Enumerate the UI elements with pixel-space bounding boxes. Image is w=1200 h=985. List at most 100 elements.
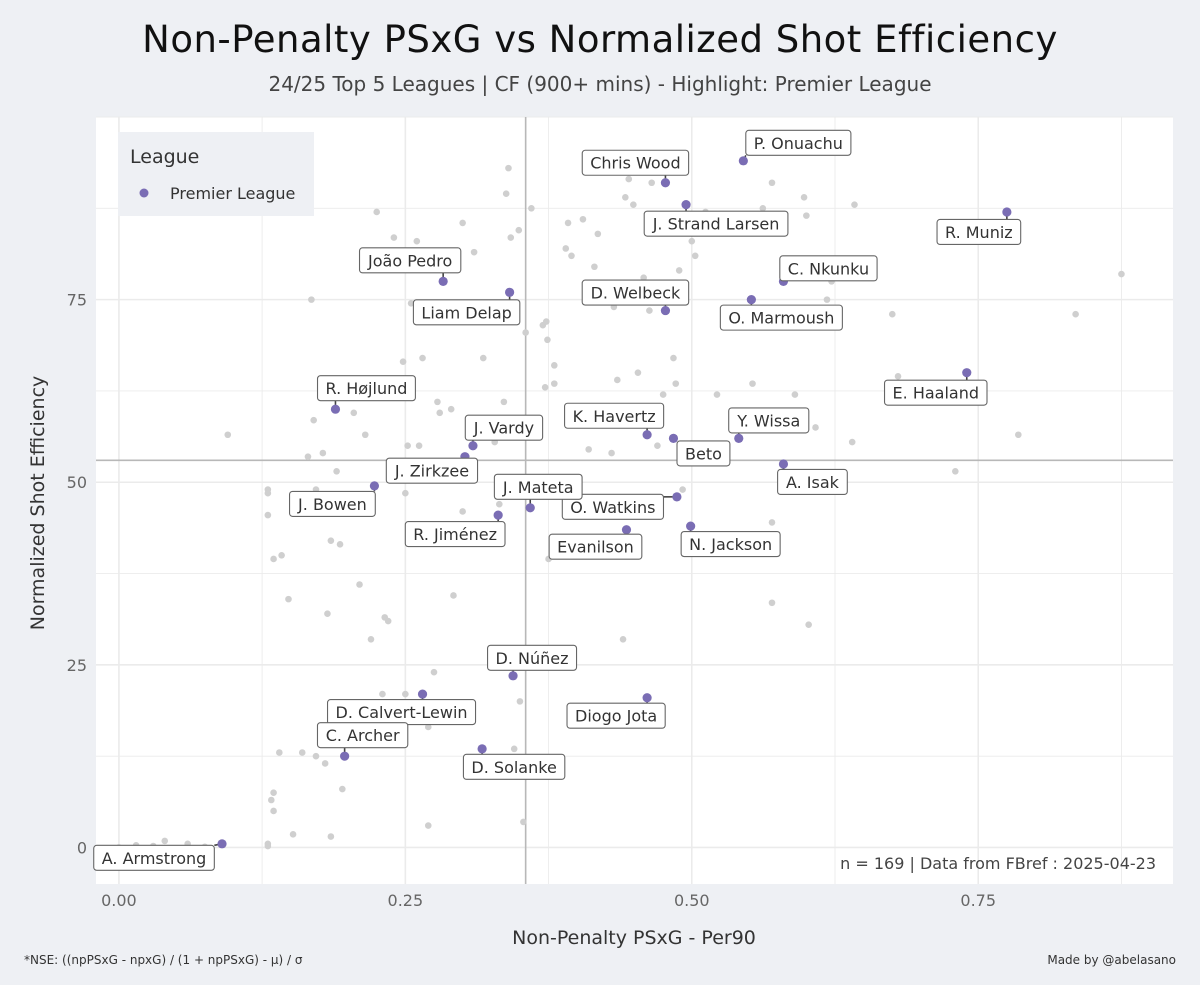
background-point — [691, 252, 699, 260]
background-point — [356, 581, 363, 588]
background-point — [542, 318, 550, 325]
highlight-point — [734, 433, 744, 444]
highlight-point — [1002, 207, 1012, 217]
highlight-point — [508, 671, 518, 681]
background-point — [500, 398, 508, 406]
background-point — [768, 599, 776, 607]
background-point — [541, 383, 549, 391]
background-point — [496, 500, 503, 508]
point-label-box — [581, 149, 690, 176]
background-point — [413, 237, 421, 245]
point-label-text: E. Haaland — [893, 384, 979, 403]
point-label-box — [643, 210, 789, 237]
point-label-box — [883, 379, 988, 406]
highlight-point — [642, 693, 652, 703]
background-point — [1072, 310, 1079, 318]
background-point — [812, 424, 819, 431]
point-label-box — [464, 414, 544, 441]
point-label-box — [561, 493, 665, 520]
background-point — [528, 205, 535, 212]
background-point — [848, 438, 856, 446]
background-point — [510, 745, 518, 753]
background-point — [800, 194, 808, 201]
background-point — [1015, 431, 1022, 439]
point-label-box — [936, 218, 1022, 246]
point-label-box — [680, 531, 781, 558]
background-point — [327, 833, 335, 840]
highlight-point — [681, 200, 691, 210]
background-point — [654, 442, 661, 450]
highlight-point — [660, 305, 671, 316]
background-point — [304, 453, 312, 460]
background-point — [614, 376, 621, 384]
point-label-box — [728, 407, 810, 434]
background-point — [515, 226, 523, 234]
highlight-point — [621, 525, 632, 535]
background-point — [264, 842, 272, 850]
legend-item-premier-league: Premier League — [170, 184, 295, 203]
point-label-box — [719, 304, 843, 331]
point-label-text: A. Armstrong — [102, 849, 207, 868]
x-tick-label: 0.25 — [388, 891, 424, 910]
highlight-point — [660, 178, 671, 188]
point-label-text: Chris Wood — [590, 154, 680, 173]
background-point — [264, 489, 272, 497]
background-point — [630, 201, 637, 208]
background-point — [803, 212, 810, 219]
highlight-point — [330, 404, 341, 414]
point-label-box — [493, 473, 583, 500]
background-point — [608, 449, 615, 457]
highlight-point — [505, 287, 515, 297]
point-label-text: Y. Wissa — [736, 411, 800, 430]
background-point — [768, 179, 776, 187]
background-point — [648, 179, 655, 187]
background-point — [470, 248, 478, 256]
x-tick-label: 0.75 — [960, 891, 996, 910]
highlight-point — [217, 839, 227, 849]
background-point — [823, 296, 831, 303]
background-point — [562, 245, 570, 252]
point-label-text: D. Welbeck — [591, 284, 681, 303]
point-label-box — [316, 375, 416, 402]
legend: League Premier League — [118, 132, 314, 216]
background-points — [115, 164, 1125, 851]
background-point — [430, 668, 438, 676]
background-point — [407, 299, 415, 307]
point-label-box — [676, 440, 731, 467]
background-point — [768, 519, 776, 526]
background-point — [544, 336, 551, 344]
point-label-text: J. Strand Larsen — [652, 215, 780, 234]
background-point — [1118, 270, 1125, 278]
background-point — [402, 690, 409, 698]
highlight-point — [962, 368, 972, 378]
highlight-point — [493, 510, 503, 520]
background-point — [640, 274, 647, 282]
point-label-text: J. Bowen — [297, 495, 367, 514]
background-point — [324, 610, 331, 618]
background-point — [310, 416, 317, 424]
highlight-point — [477, 744, 487, 754]
background-point — [224, 431, 232, 439]
point-label-text: O. Watkins — [570, 498, 655, 517]
background-point — [594, 230, 602, 238]
point-label-text: João Pedro — [367, 251, 452, 270]
point-label-text: N. Jackson — [689, 535, 772, 554]
background-point — [564, 219, 572, 227]
legend-title: League — [130, 146, 199, 168]
point-label-box — [564, 402, 665, 429]
background-point — [749, 380, 756, 387]
background-point — [894, 373, 902, 380]
point-label-box — [288, 490, 376, 517]
point-label-box — [385, 457, 479, 484]
point-label-text: Evanilson — [557, 538, 634, 557]
background-point — [450, 592, 457, 599]
background-point — [424, 723, 432, 731]
point-label-text: R. Jiménez — [413, 525, 497, 544]
point-label-box — [462, 753, 566, 780]
background-point — [336, 541, 344, 548]
point-label-text: D. Núñez — [496, 649, 569, 668]
background-point — [505, 164, 512, 172]
x-tick-label: 0.00 — [101, 891, 137, 910]
formula-footnote: *NSE: ((npPSxG - npxG) / (1 + npPSxG) - … — [24, 953, 303, 967]
background-point — [522, 329, 529, 336]
